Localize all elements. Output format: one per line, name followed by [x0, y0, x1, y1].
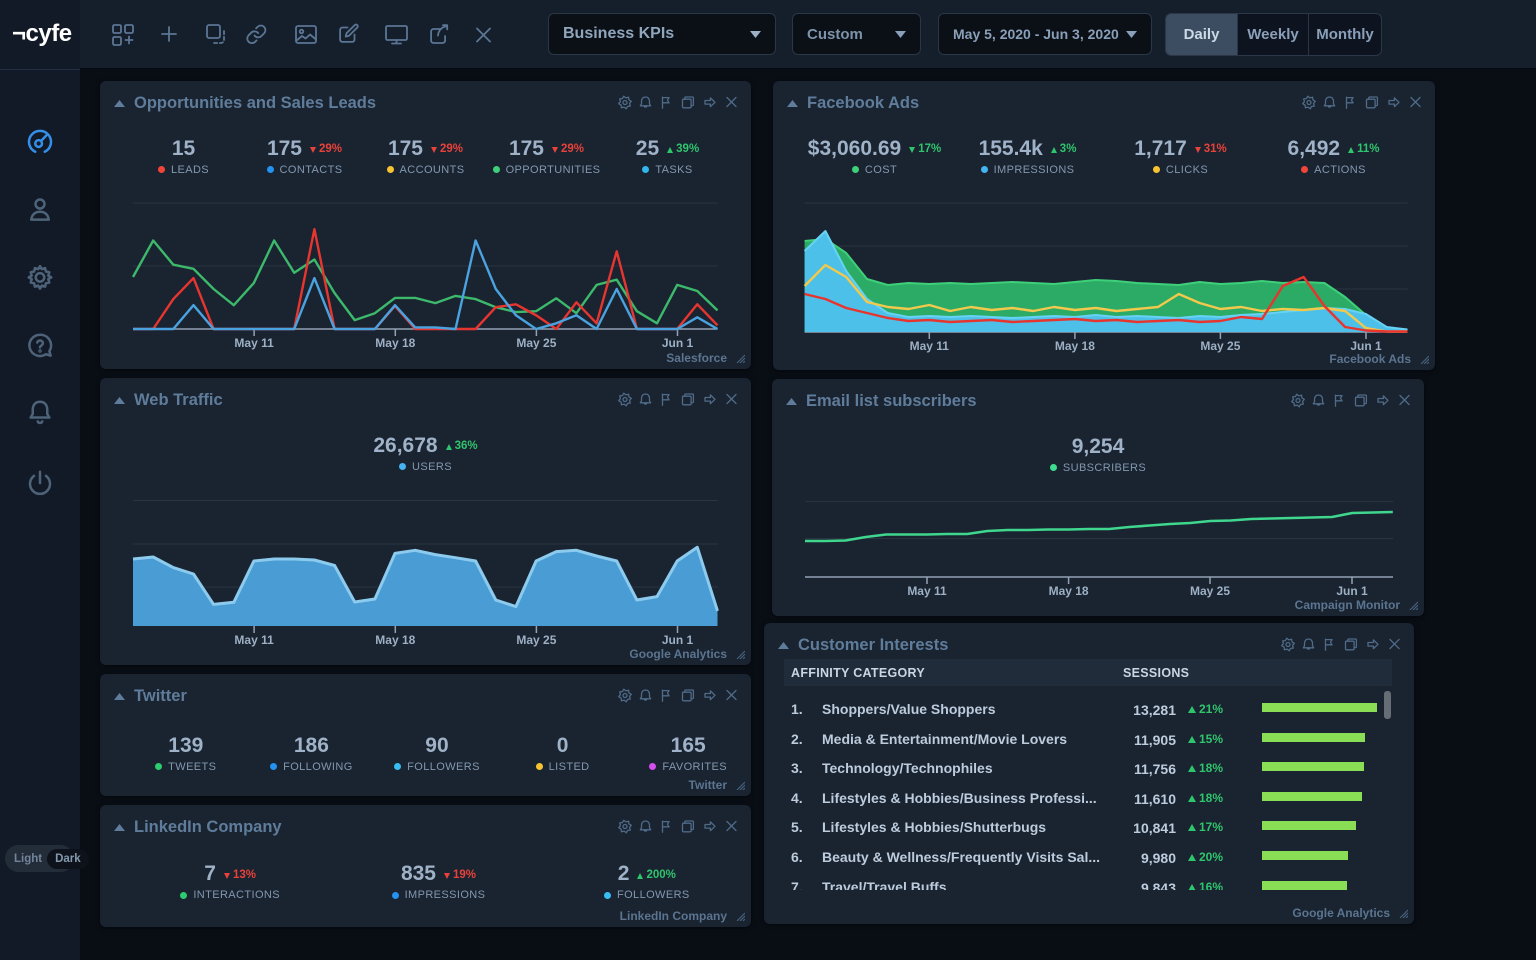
svg-text:May 11: May 11 [234, 336, 274, 350]
svg-text:Jun 1: Jun 1 [662, 633, 694, 647]
svg-text:May 18: May 18 [1049, 584, 1089, 598]
svg-text:May 25: May 25 [1190, 584, 1230, 598]
svg-text:May 25: May 25 [1200, 339, 1240, 353]
svg-text:May 18: May 18 [375, 633, 415, 647]
svg-text:May 11: May 11 [234, 633, 274, 647]
svg-text:Jun 1: Jun 1 [1336, 584, 1368, 598]
svg-text:May 11: May 11 [910, 339, 950, 353]
svg-text:May 11: May 11 [907, 584, 947, 598]
svg-text:May 25: May 25 [516, 633, 556, 647]
svg-text:Jun 1: Jun 1 [1350, 339, 1382, 353]
svg-text:May 25: May 25 [516, 336, 556, 350]
svg-text:May 18: May 18 [375, 336, 415, 350]
svg-text:May 18: May 18 [1055, 339, 1095, 353]
svg-text:Jun 1: Jun 1 [662, 336, 694, 350]
